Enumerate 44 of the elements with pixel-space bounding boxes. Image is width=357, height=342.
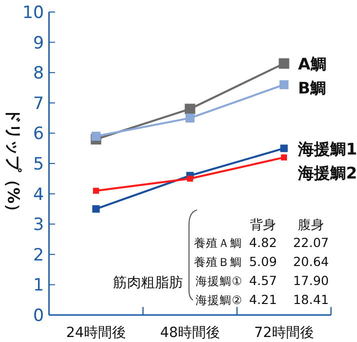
y-tick-label: 4	[33, 184, 44, 205]
point	[281, 154, 287, 160]
series-label: 海援鯛1	[297, 139, 357, 158]
annotation: 海援鯛①	[196, 274, 242, 288]
y-tick-label: 9	[33, 33, 44, 54]
annotation: 18.41	[293, 292, 329, 307]
point	[92, 205, 100, 213]
point	[93, 188, 99, 194]
annotation: 22.07	[293, 235, 329, 250]
annotation: 筋肉粗脂肪	[113, 275, 183, 291]
y-tick-label: 3	[33, 215, 44, 236]
annotation: 背身	[250, 218, 276, 233]
point	[187, 176, 193, 182]
y-axis-title: ドリップ（%）	[4, 107, 23, 220]
annotation: 4.21	[249, 292, 277, 307]
point	[278, 58, 290, 69]
series-label: 海援鯛2	[297, 163, 357, 182]
point	[92, 132, 100, 141]
y-tick-label: 2	[33, 245, 44, 266]
annotation: 養殖Ａ鯛	[194, 236, 242, 250]
series-label: B鯛	[298, 78, 326, 98]
x-tick-label: 48時間後	[160, 325, 220, 341]
point	[186, 114, 194, 123]
x-tick-label: 72時間後	[254, 325, 314, 341]
annotation: 腹身	[298, 218, 324, 233]
y-tick-label: 6	[33, 124, 44, 144]
annotation: 17.90	[293, 273, 329, 288]
y-tick-label: 10	[22, 3, 44, 23]
annotation: 20.64	[293, 254, 329, 269]
annotation: 海援鯛②	[196, 293, 242, 307]
annotation: 5.09	[249, 254, 277, 269]
annotation: 養殖Ｂ鯛	[194, 255, 242, 269]
point	[280, 80, 288, 90]
y-tick-label: 5	[33, 154, 44, 174]
y-tick-label: 8	[33, 64, 44, 84]
y-tick-label: 7	[33, 94, 44, 114]
y-tick-label: 1	[33, 276, 44, 296]
x-tick-label: 24時間後	[66, 325, 126, 341]
series-label: A鯛	[298, 54, 326, 74]
point	[280, 144, 288, 152]
point	[184, 104, 196, 114]
y-tick-label: 0	[33, 306, 44, 326]
annotation: 4.82	[249, 235, 277, 250]
annotation: 4.57	[249, 273, 277, 288]
